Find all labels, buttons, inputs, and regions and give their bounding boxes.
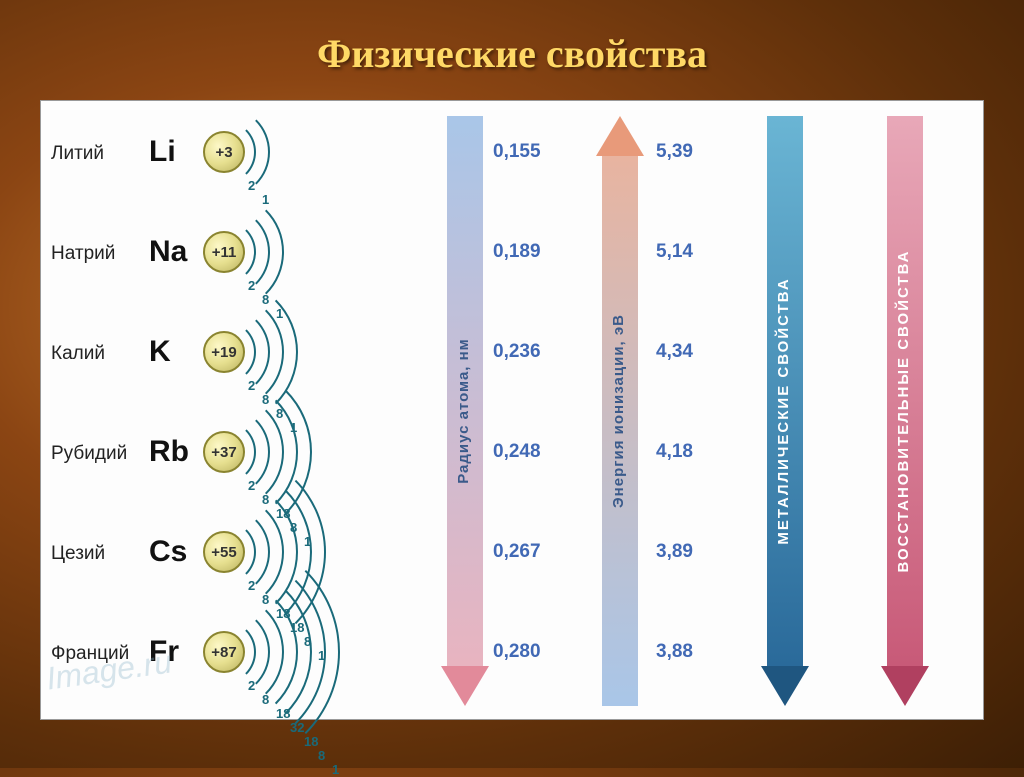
data-value-radius: 0,189	[493, 241, 541, 263]
data-value-ionization: 3,89	[656, 541, 693, 563]
arrow-metallic: МЕТАЛЛИЧЕСКИЕ СВОЙСТВА	[761, 116, 809, 706]
data-value-ionization: 4,34	[656, 341, 693, 363]
shell-electron-count: 18	[304, 734, 318, 749]
arrow-head-up-icon	[596, 116, 644, 156]
data-value-ionization: 4,18	[656, 441, 693, 463]
data-value-ionization: 5,39	[656, 141, 693, 163]
element-symbol: Li	[149, 135, 176, 169]
data-value-ionization: 5,14	[656, 241, 693, 263]
element-name: Литий	[51, 143, 104, 165]
data-value-radius: 0,155	[493, 141, 541, 163]
arrow-head-down-icon	[441, 666, 489, 706]
element-name: Натрий	[51, 243, 115, 265]
shell-electron-count: 8	[318, 748, 325, 763]
element-name: Рубидий	[51, 443, 127, 465]
arrow-head-down-icon	[761, 666, 809, 706]
electron-shell-arc	[178, 106, 270, 198]
data-value-radius: 0,236	[493, 341, 541, 363]
arrow-label: МЕТАЛЛИЧЕСКИЕ СВОЙСТВА	[775, 277, 792, 544]
shell-electron-count: 1	[262, 192, 269, 207]
arrow-label: ВОССТАНОВИТЕЛЬНЫЕ СВОЙСТВА	[895, 249, 912, 572]
arrow-radius: Радиус атома, нм	[441, 116, 489, 706]
slide-title: Физические свойства	[0, 0, 1024, 77]
arrow-label: Радиус атома, нм	[455, 338, 472, 484]
data-value-radius: 0,248	[493, 441, 541, 463]
arrow-reducing: ВОССТАНОВИТЕЛЬНЫЕ СВОЙСТВА	[881, 116, 929, 706]
arrow-head-down-icon	[881, 666, 929, 706]
data-value-radius: 0,280	[493, 641, 541, 663]
element-name: Калий	[51, 343, 105, 365]
content-panel: ЛитийLi+321НатрийNa+11281КалийK+192881Ру…	[40, 100, 984, 720]
data-value-ionization: 3,88	[656, 641, 693, 663]
element-name: Цезий	[51, 543, 105, 565]
arrow-ionization: Энергия ионизации, эВ	[596, 116, 644, 706]
data-value-radius: 0,267	[493, 541, 541, 563]
element-row: ЛитийLi+321	[41, 119, 491, 219]
shell-electron-count: 1	[332, 762, 339, 777]
arrow-label: Энергия ионизации, эВ	[610, 314, 627, 508]
